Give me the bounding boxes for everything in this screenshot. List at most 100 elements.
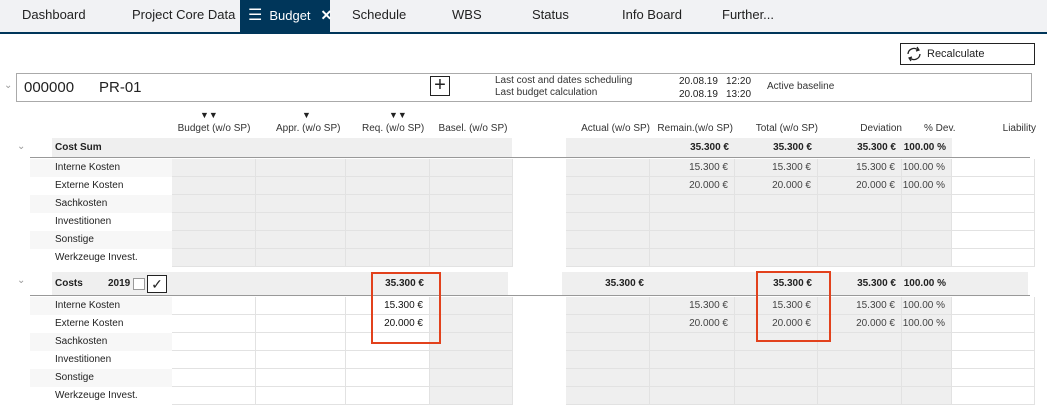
recalculate-button[interactable]: Recalculate [900,43,1035,65]
tab-info-board[interactable]: Info Board [600,0,700,32]
cell-req[interactable] [346,387,430,405]
cell-budget[interactable] [172,333,256,351]
cell-liability[interactable] [952,159,1035,177]
collapse-project-icon[interactable]: ⌄ [4,80,13,91]
cell-liability[interactable] [952,213,1035,231]
project-header: 000000 PR-01 + Last cost and dates sched… [16,73,1032,102]
cell-pct [902,249,952,267]
cell-remain [650,351,735,369]
cell-budget[interactable] [172,369,256,387]
cell-liability[interactable] [952,333,1035,351]
tab-label: Further... [722,7,775,22]
column-header-8[interactable]: % Dev. [924,123,956,134]
cell-basel[interactable] [430,231,513,249]
tab-schedule[interactable]: Schedule [330,0,430,32]
cell-budget[interactable] [172,351,256,369]
cell-budget[interactable] [172,387,256,405]
cell-basel[interactable] [430,297,513,315]
cell-basel[interactable] [430,213,513,231]
cell-actual [566,177,650,195]
checkmark-button[interactable]: ✓ [147,275,167,293]
tab-wbs[interactable]: WBS [430,0,510,32]
cell-req[interactable] [346,213,430,231]
cell-basel[interactable] [430,387,513,405]
cell-appr[interactable] [256,333,346,351]
cell-liability[interactable] [952,315,1035,333]
cell-appr[interactable] [256,315,346,333]
menu-icon[interactable]: ☰ [248,7,263,24]
cell-appr[interactable] [256,369,346,387]
cell-appr[interactable] [256,159,346,177]
column-header-1[interactable]: Appr. (w/o SP) [276,123,341,134]
cell-appr[interactable] [256,297,346,315]
cell-basel[interactable] [430,249,513,267]
cell-budget[interactable] [172,213,256,231]
cell-liability[interactable] [952,351,1035,369]
cell-appr[interactable] [256,231,346,249]
filter-icon[interactable]: ▼ [302,110,311,120]
cell-req[interactable] [346,231,430,249]
cell-req[interactable] [346,351,430,369]
cell-budget[interactable] [172,297,256,315]
cell-req[interactable]: 15.300 € [346,297,430,315]
cell-budget[interactable] [172,231,256,249]
section-year: 2019 [108,278,131,289]
cell-liability[interactable] [952,177,1035,195]
column-header-2[interactable]: Req. (w/o SP) [362,123,425,134]
cell-budget[interactable] [172,159,256,177]
cell-liability[interactable] [952,387,1035,405]
cell-budget[interactable] [172,195,256,213]
last-sched-time: 12:20 [726,76,752,87]
cell-basel[interactable] [430,351,513,369]
cell-budget[interactable] [172,249,256,267]
column-header-9[interactable]: Liability [1002,123,1036,134]
cell-req[interactable] [346,195,430,213]
cell-liability[interactable] [952,249,1035,267]
cell-req[interactable] [346,159,430,177]
row-label: Investitionen [30,351,172,369]
tab-further[interactable]: Further... [700,0,800,32]
column-header-4[interactable]: Actual (w/o SP) [581,123,650,134]
cell-req[interactable] [346,369,430,387]
cell-basel[interactable] [430,195,513,213]
cell-appr[interactable] [256,351,346,369]
last-calc-label: Last budget calculation [495,87,598,98]
cell-req[interactable]: 20.000 € [346,315,430,333]
tab-status[interactable]: Status [510,0,600,32]
summary-actual: 35.300 € [605,278,644,289]
add-icon[interactable]: + [430,75,450,96]
cell-liability[interactable] [952,369,1035,387]
column-header-5[interactable]: Remain.(w/o SP) [657,123,733,134]
cell-req[interactable] [346,177,430,195]
cell-liability[interactable] [952,297,1035,315]
cell-appr[interactable] [256,249,346,267]
cell-basel[interactable] [430,315,513,333]
filter-icon[interactable]: ▼▼ [389,110,407,120]
section-header-bar-right [566,138,952,157]
column-header-0[interactable]: Budget (w/o SP) [177,123,251,134]
tab-project-core-data[interactable]: Project Core Data [110,0,240,32]
close-icon[interactable]: ✕ [320,7,333,23]
column-header-6[interactable]: Total (w/o SP) [755,123,818,134]
column-header-7[interactable]: Deviation [860,123,902,134]
cell-appr[interactable] [256,213,346,231]
cell-budget[interactable] [172,315,256,333]
cell-basel[interactable] [430,159,513,177]
cell-liability[interactable] [952,231,1035,249]
tab-budget[interactable]: ☰ Budget ✕ [240,0,333,32]
cell-appr[interactable] [256,195,346,213]
cell-budget[interactable] [172,177,256,195]
column-header-3[interactable]: Basel. (w/o SP) [438,123,508,134]
cell-appr[interactable] [256,387,346,405]
filter-icon[interactable]: ▼▼ [200,110,218,120]
cell-basel[interactable] [430,369,513,387]
cell-appr[interactable] [256,177,346,195]
cell-basel[interactable] [430,333,513,351]
cell-basel[interactable] [430,177,513,195]
cell-liability[interactable] [952,195,1035,213]
collapse-section-icon[interactable]: ⌄ [17,275,26,286]
tab-dashboard[interactable]: Dashboard [0,0,110,32]
year-checkbox[interactable] [133,278,145,290]
cell-req[interactable] [346,249,430,267]
collapse-section-icon[interactable]: ⌄ [17,141,26,152]
